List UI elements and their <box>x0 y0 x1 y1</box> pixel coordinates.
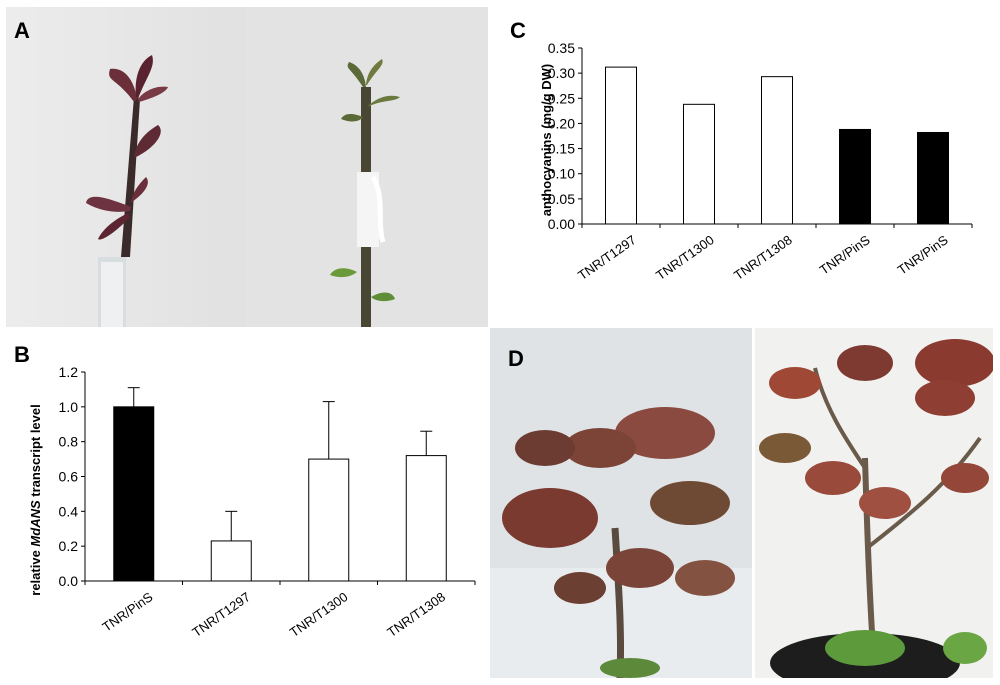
chart-c: anthocyanins (mg/g DW) 0.00 0.05 0.10 0.15 0… <box>539 40 973 283</box>
panel-label-b: B <box>14 342 30 367</box>
ylabel-c: anthocyanins (mg/g DW) <box>539 64 554 216</box>
photo-d-right <box>755 328 993 678</box>
bar <box>405 455 447 582</box>
photo-a-left <box>6 7 245 327</box>
y-tick-label: 0.30 <box>548 65 575 81</box>
y-tick-label: 0.0 <box>59 573 79 589</box>
bar <box>210 540 252 582</box>
y-tick-label: 0.15 <box>548 141 575 157</box>
y-tick-label: 1.0 <box>59 399 79 415</box>
bar <box>917 131 949 225</box>
y-tick-label: 0.4 <box>59 503 79 519</box>
y-tick-label: 0.2 <box>59 538 79 554</box>
bar <box>839 128 871 225</box>
x-tick-label: TNR/PinS <box>895 232 951 278</box>
x-tick-label: TNR/PinS <box>817 232 873 278</box>
bar <box>605 66 637 225</box>
panel-label-d: D <box>508 346 524 371</box>
photo-d-left <box>490 328 752 678</box>
panel-label-c: C <box>510 18 526 43</box>
y-tick-label: 0.00 <box>548 216 575 232</box>
bar <box>761 76 793 225</box>
x-tick-label: TNR/T1297 <box>189 589 253 640</box>
y-tick-label: 0.05 <box>548 191 575 207</box>
x-tick-label: TNR/T1297 <box>575 232 639 283</box>
x-tick-label: TNR/T1300 <box>653 232 717 283</box>
chart-b: relative MdANS transcript level 0.0 0.2 0.… <box>28 364 476 640</box>
y-tick-label: 0.35 <box>548 40 575 56</box>
x-tick-label: TNR/T1300 <box>287 589 351 640</box>
photo-a-right <box>245 7 488 327</box>
x-tick-label: TNR/T1308 <box>731 232 795 283</box>
y-tick-label: 0.8 <box>59 434 79 450</box>
x-tick-label: TNR/PinS <box>100 589 156 635</box>
panel-label-a: A <box>14 18 30 43</box>
y-tick-label: 0.10 <box>548 166 575 182</box>
y-tick-label: 0.20 <box>548 115 575 131</box>
y-tick-label: 0.6 <box>59 469 79 485</box>
bar <box>683 103 715 225</box>
x-tick-label: TNR/T1308 <box>384 589 448 640</box>
y-tick-label: 1.2 <box>59 364 79 380</box>
ylabel-b: relative MdANS transcript level <box>28 404 43 595</box>
y-tick-label: 0.25 <box>548 90 575 106</box>
bar <box>308 458 350 582</box>
bar <box>113 406 155 582</box>
